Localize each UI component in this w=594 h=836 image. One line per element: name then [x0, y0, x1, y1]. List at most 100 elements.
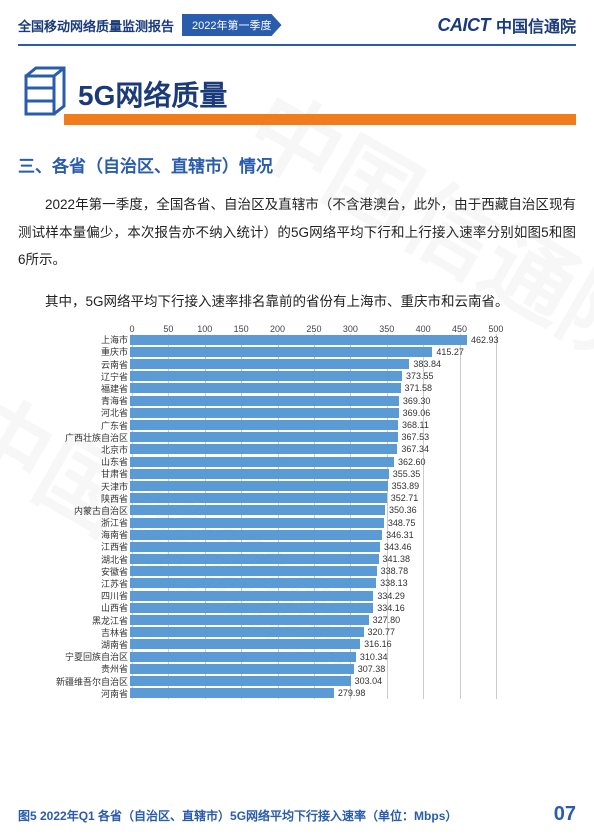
x-tick-label: 200: [259, 324, 295, 334]
bar-value: 362.60: [398, 456, 426, 468]
row-label: 湖南省: [24, 638, 130, 651]
row-label: 北京市: [24, 443, 130, 456]
section-heading: 5G网络质量: [18, 70, 576, 130]
bar-value: 327.80: [373, 614, 401, 626]
bar-value: 352.71: [391, 492, 419, 504]
row-label: 湖北省: [24, 553, 130, 566]
chart-row: 吉林省320.77: [24, 626, 570, 638]
bar: [130, 493, 387, 503]
figure-caption: 图5 2022年Q1 各省（自治区、直辖市）5G网络平均下行接入速率（单位：Mb…: [18, 807, 457, 824]
chart-row: 山东省 362.60: [24, 456, 570, 468]
chart-row: 广东省368.11: [24, 419, 570, 431]
row-label: 江西省: [24, 540, 130, 553]
row-label: 吉林省: [24, 626, 130, 639]
row-label: 云南省: [24, 358, 130, 371]
chart-row: 河南省279.98: [24, 687, 570, 699]
bar: [130, 420, 398, 430]
chart-row: 湖北省 341.38: [24, 553, 570, 565]
row-label: 河北省: [24, 406, 130, 419]
bar: [130, 505, 385, 515]
row-label: 新疆维吾尔自治区: [24, 675, 130, 688]
x-axis-labels: 050100150200250300350400450500: [132, 324, 570, 334]
bar: [130, 432, 398, 442]
bar: [130, 664, 354, 674]
bar-value: 383.84: [413, 358, 441, 370]
bar: [130, 383, 401, 393]
chart-row: 江西省343.46: [24, 541, 570, 553]
x-tick-label: 350: [369, 324, 405, 334]
chart-row: 海南省346.31: [24, 529, 570, 541]
bar-value: 303.04: [355, 675, 383, 687]
x-tick-label: 100: [187, 324, 223, 334]
chapter-number-icon: [18, 66, 68, 122]
row-label: 宁夏回族自治区: [24, 650, 130, 663]
bar: [130, 566, 377, 576]
bar: [130, 688, 334, 698]
chart-row: 安徽省338.78: [24, 565, 570, 577]
bar: [130, 639, 360, 649]
bar-value: 462.93: [471, 334, 499, 346]
bar: [130, 578, 376, 588]
bar-value: 316.16: [364, 638, 392, 650]
chart-row: 贵州省307.38: [24, 663, 570, 675]
chart-row: 江苏省338.13: [24, 577, 570, 589]
chart-row: 四川省 334.29: [24, 590, 570, 602]
chart-row: 云南省 383.84: [24, 358, 570, 370]
bar-value: 334.16: [377, 602, 405, 614]
chart-row: 辽宁省373.55: [24, 370, 570, 382]
bar-value: 310.34: [360, 651, 388, 663]
subsection-title: 三、各省（自治区、直辖市）情况: [18, 152, 576, 177]
bar-value: 371.58: [405, 382, 433, 394]
row-label: 海南省: [24, 528, 130, 541]
chart-row: 河北省369.06: [24, 407, 570, 419]
row-label: 贵州省: [24, 662, 130, 675]
row-label: 上海市: [24, 333, 130, 346]
caption-row: 图5 2022年Q1 各省（自治区、直辖市）5G网络平均下行接入速率（单位：Mb…: [18, 803, 576, 826]
row-label: 陕西省: [24, 492, 130, 505]
x-tick-label: 450: [441, 324, 477, 334]
row-label: 广西壮族自治区: [24, 431, 130, 444]
row-label: 重庆市: [24, 345, 130, 358]
bar-value: 355.35: [393, 468, 421, 480]
report-title: 全国移动网络质量监测报告: [18, 16, 174, 35]
paragraph-2: 其中，5G网络平均下行接入速率排名靠前的省份有上海市、重庆市和云南省。: [18, 288, 576, 316]
bar-value: 350.36: [389, 504, 417, 516]
bar-value: 334.29: [377, 590, 405, 602]
section-title: 5G网络质量: [78, 74, 227, 114]
chart-row: 广西壮族自治区 367.53: [24, 431, 570, 443]
bar-value: 341.38: [383, 553, 411, 565]
chart-row: 黑龙江省 327.80: [24, 614, 570, 626]
chart-row: 福建省 371.58: [24, 382, 570, 394]
chart-row: 山西省334.16: [24, 602, 570, 614]
bar-value: 367.34: [401, 443, 429, 455]
period-badge: 2022年第一季度: [182, 14, 281, 36]
x-tick-label: 500: [478, 324, 514, 334]
bar-value: 367.53: [402, 431, 430, 443]
row-label: 四川省: [24, 589, 130, 602]
row-label: 青海省: [24, 394, 130, 407]
bar: [130, 518, 384, 528]
bar: [130, 615, 369, 625]
row-label: 山东省: [24, 455, 130, 468]
chart-row: 陕西省 352.71: [24, 492, 570, 504]
x-tick-label: 400: [405, 324, 441, 334]
row-label: 福建省: [24, 382, 130, 395]
bar-value: 338.13: [380, 577, 408, 589]
bar-value: 368.11: [402, 419, 429, 431]
bar-value: 279.98: [338, 687, 366, 699]
page-header: 全国移动网络质量监测报告 2022年第一季度 CAICT 中国信通院: [0, 0, 594, 40]
x-tick-label: 250: [296, 324, 332, 334]
bar-value: 348.75: [388, 517, 416, 529]
bar: [130, 676, 351, 686]
bar: [130, 371, 402, 381]
bar: [130, 530, 382, 540]
row-label: 黑龙江省: [24, 614, 130, 627]
chart-row: 新疆维吾尔自治区 303.04: [24, 675, 570, 687]
bar: [130, 359, 409, 369]
chart-row: 天津市353.89: [24, 480, 570, 492]
bar: [130, 627, 364, 637]
bar-value: 353.89: [392, 480, 420, 492]
bar: [130, 652, 356, 662]
row-label: 辽宁省: [24, 370, 130, 383]
row-label: 甘肃省: [24, 467, 130, 480]
